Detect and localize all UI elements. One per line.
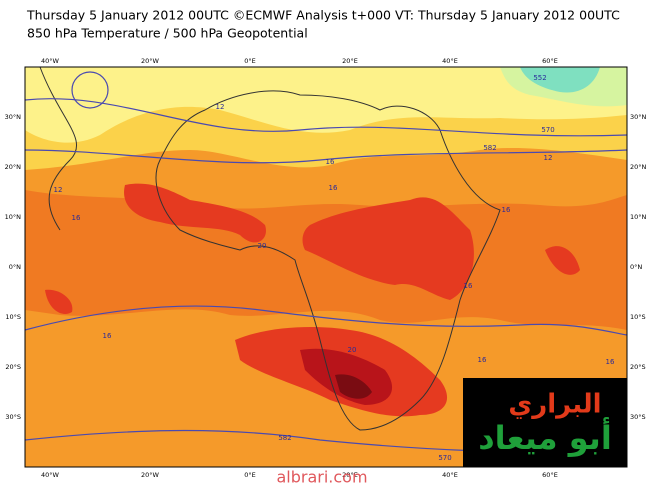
- contour-labels: 12 12 16 16 20 20 16 16 12 552 570 582 582 570 16 16 16 1…: [54, 74, 615, 462]
- contour-label: 16: [329, 184, 338, 192]
- lat-label: 30°N: [5, 113, 22, 121]
- lon-label: 20°E: [342, 57, 358, 65]
- contour-line: [71, 71, 109, 109]
- lat-label: 10°S: [5, 313, 21, 321]
- coastline: [39, 66, 77, 231]
- lat-label: 10°N: [630, 213, 647, 221]
- contour-label: 20: [348, 346, 357, 354]
- logo-line2: أبو ميعاد: [478, 417, 612, 457]
- lon-label: 0°E: [244, 57, 256, 65]
- lat-label: 0°N: [9, 263, 21, 271]
- orange-band: [25, 190, 627, 330]
- contour-label: 570: [541, 126, 554, 134]
- lat-label: 20°S: [630, 363, 646, 371]
- contour-label: 552: [533, 74, 546, 82]
- watermark: albrari.com: [276, 468, 367, 485]
- lon-label: 20°W: [141, 57, 160, 65]
- logo-background: [463, 378, 627, 467]
- lon-label: 0°E: [244, 471, 256, 479]
- logo-line1: البراري: [508, 390, 601, 420]
- contour-label: 20: [258, 242, 267, 250]
- hottest-region: [335, 374, 372, 399]
- lat-label: 30°N: [630, 113, 647, 121]
- contour-label: 12: [544, 154, 553, 162]
- lon-label: 20°E: [342, 471, 358, 479]
- lat-label: 10°N: [5, 213, 22, 221]
- lon-label: 40°E: [442, 471, 458, 479]
- lon-label: 40°W: [41, 471, 60, 479]
- contour-label: 16: [606, 358, 615, 366]
- logo: البراري أبو ميعاد: [463, 378, 627, 467]
- red-region: [45, 289, 73, 314]
- subtitle: 850 hPa Temperature / 500 hPa Geopotenti…: [27, 26, 308, 41]
- axis-labels: 40°W 40°W 20°W 20°W 0°E 0°E 20°E 20°E 40°E 40°E 60…: [5, 57, 647, 479]
- lon-label: 60°E: [542, 471, 558, 479]
- lon-label: 20°W: [141, 471, 160, 479]
- contour-label: 16: [502, 206, 511, 214]
- lat-label: 20°N: [5, 163, 22, 171]
- lon-label: 60°E: [542, 57, 558, 65]
- lat-label: 20°N: [630, 163, 647, 171]
- lat-label: 20°S: [5, 363, 21, 371]
- lat-label: 0°N: [630, 263, 642, 271]
- yellow-region: [25, 67, 627, 143]
- contour-label: 16: [478, 356, 487, 364]
- title: Thursday 5 January 2012 00UTC ©ECMWF Ana…: [26, 8, 620, 23]
- contour-label: 582: [483, 144, 496, 152]
- red-region: [302, 197, 474, 300]
- contour-label: 582: [278, 434, 291, 442]
- contour-line: [24, 305, 628, 336]
- contour-line: [24, 149, 628, 164]
- coastline: [155, 90, 501, 431]
- lat-label: 30°S: [630, 413, 646, 421]
- contour-label: 12: [216, 103, 225, 111]
- contour-label: 12: [54, 186, 63, 194]
- contour-label: 16: [326, 158, 335, 166]
- map-area: [24, 66, 628, 468]
- cold-region: [520, 67, 600, 93]
- lat-label: 30°S: [5, 413, 21, 421]
- contour-label: 16: [464, 282, 473, 290]
- contour-label: 16: [103, 332, 112, 340]
- lon-label: 40°W: [41, 57, 60, 65]
- map-frame: [24, 66, 628, 468]
- lon-label: 40°E: [442, 57, 458, 65]
- lat-label: 10°S: [630, 313, 646, 321]
- contour-label: 16: [72, 214, 81, 222]
- contour-line: [24, 98, 628, 137]
- contour-label: 570: [438, 454, 451, 462]
- red-region: [545, 246, 580, 275]
